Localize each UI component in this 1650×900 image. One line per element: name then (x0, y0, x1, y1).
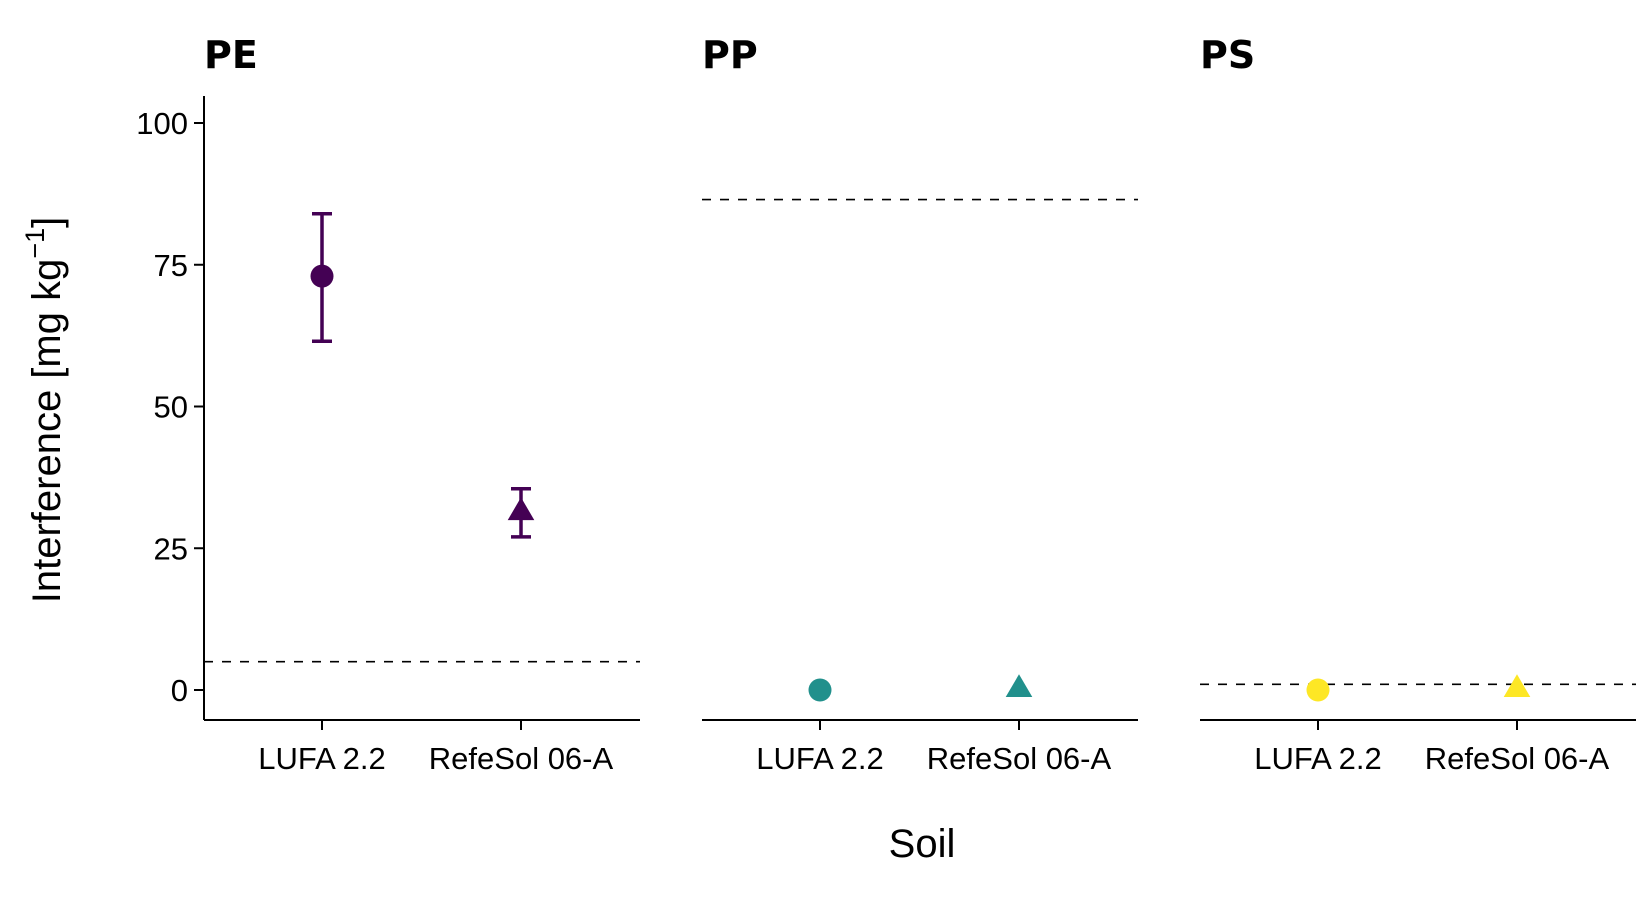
y-tick-label: 0 (171, 673, 188, 708)
panel-pp: PP LUFA 2.2 RefeSol 06-A (702, 33, 1138, 776)
data-point (1005, 674, 1033, 697)
x-tick-label: LUFA 2.2 (756, 741, 884, 776)
y-axis-title: Interference [mg kg−1] (20, 217, 69, 604)
panel-title: PS (1200, 33, 1255, 77)
x-tick-label: RefeSol 06-A (927, 741, 1112, 776)
y-axis-title-close: ] (25, 217, 69, 228)
y-tick-label: 75 (154, 248, 188, 283)
y-tick-label: 100 (136, 106, 188, 141)
x-tick-label: LUFA 2.2 (258, 741, 386, 776)
y-axis-title-main: Interference [mg kg (25, 259, 69, 604)
data-point (310, 264, 334, 288)
data-point (808, 678, 832, 702)
y-axis-title-superscript: −1 (20, 228, 50, 259)
data-point (1503, 674, 1531, 697)
x-tick-label: RefeSol 06-A (1425, 741, 1610, 776)
x-axis-title: Soil (889, 822, 956, 866)
panel-title: PE (204, 33, 258, 77)
panel-title: PP (702, 33, 758, 77)
x-tick-label: LUFA 2.2 (1254, 741, 1382, 776)
data-point (507, 497, 535, 521)
data-point (1306, 678, 1330, 702)
panel-pe: PE 0 25 50 75 100 LUFA 2.2 RefeSol 06-A (136, 33, 640, 776)
x-tick-label: RefeSol 06-A (429, 741, 614, 776)
y-tick-label: 25 (154, 531, 188, 566)
y-tick-label: 50 (154, 390, 188, 425)
panel-ps: PS LUFA 2.2 RefeSol 06-A (1200, 33, 1636, 776)
panels-layer: PE 0 25 50 75 100 LUFA 2.2 RefeSol 06-A PP LUFA 2… (136, 33, 1636, 776)
